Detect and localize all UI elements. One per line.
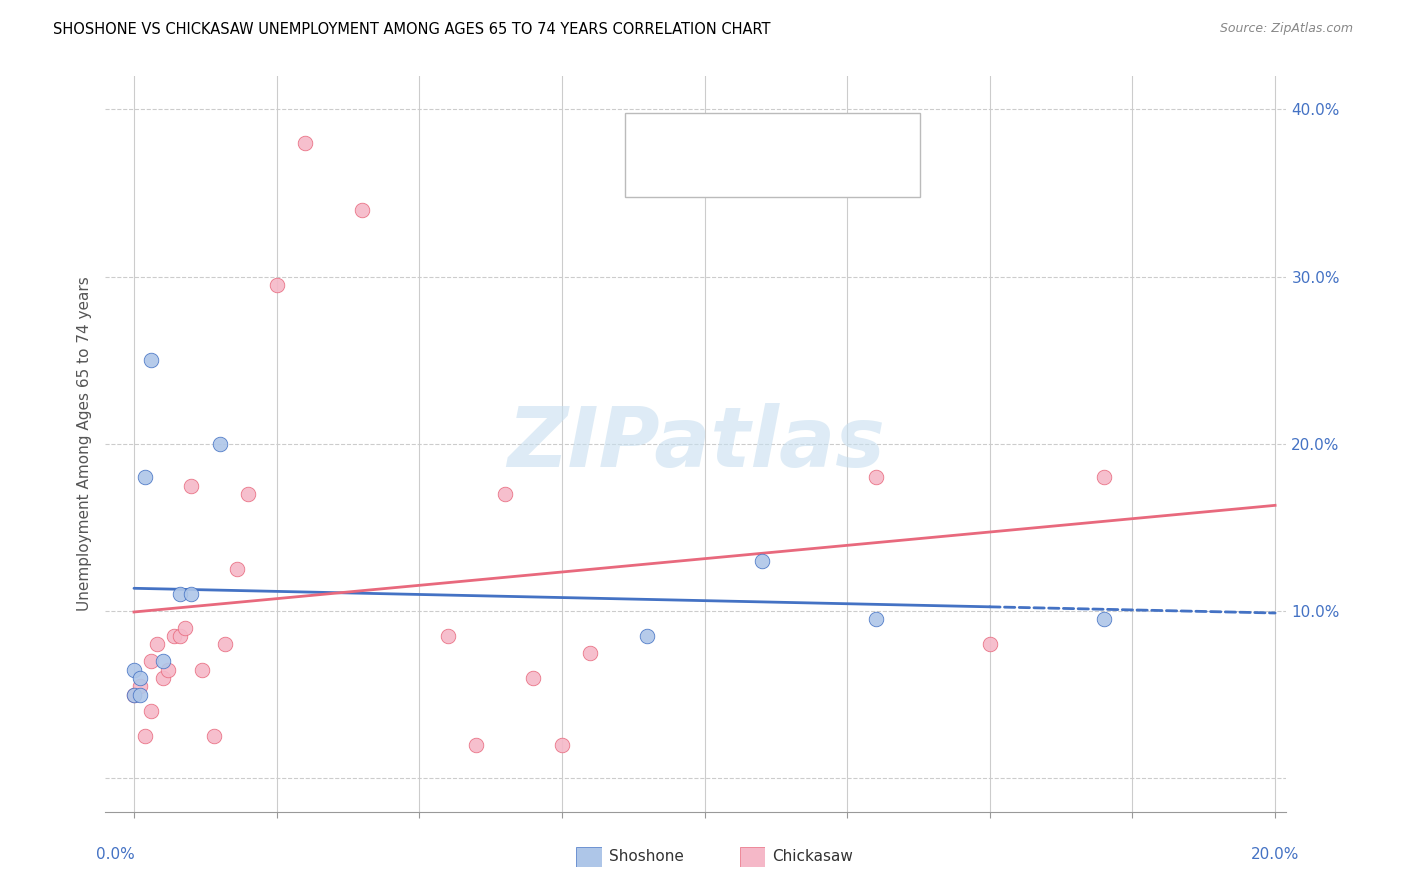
Point xyxy=(128,688,150,702)
Point xyxy=(191,663,214,677)
Text: ZIPatlas: ZIPatlas xyxy=(508,403,884,484)
Point xyxy=(139,705,162,719)
Text: Source: ZipAtlas.com: Source: ZipAtlas.com xyxy=(1219,22,1353,36)
Point xyxy=(214,637,236,651)
Point xyxy=(163,629,186,643)
Point xyxy=(146,637,169,651)
Text: 0.0%: 0.0% xyxy=(96,847,135,862)
Point xyxy=(865,470,887,484)
Point xyxy=(465,738,488,752)
Point xyxy=(180,478,202,492)
Point xyxy=(202,730,225,744)
Point xyxy=(208,436,231,450)
Text: SHOSHONE VS CHICKASAW UNEMPLOYMENT AMONG AGES 65 TO 74 YEARS CORRELATION CHART: SHOSHONE VS CHICKASAW UNEMPLOYMENT AMONG… xyxy=(53,22,770,37)
Point xyxy=(294,136,316,150)
Point xyxy=(522,671,544,685)
Point xyxy=(157,663,180,677)
Point xyxy=(1092,470,1115,484)
Point xyxy=(174,621,197,635)
Point xyxy=(1092,612,1115,626)
Point xyxy=(865,612,887,626)
Point xyxy=(122,688,145,702)
Point xyxy=(551,738,574,752)
Point xyxy=(436,629,458,643)
Point xyxy=(352,202,374,217)
Point xyxy=(139,353,162,368)
Point xyxy=(169,629,191,643)
Point xyxy=(169,587,191,601)
Point xyxy=(751,554,773,568)
Point xyxy=(494,487,516,501)
Point xyxy=(979,637,1001,651)
Point xyxy=(236,487,259,501)
Point xyxy=(637,629,659,643)
Point xyxy=(579,646,602,660)
Point xyxy=(134,470,156,484)
Text: 20.0%: 20.0% xyxy=(1251,847,1299,862)
Point xyxy=(122,663,145,677)
Point xyxy=(128,679,150,693)
Point xyxy=(139,654,162,668)
Point xyxy=(266,277,288,292)
Point xyxy=(180,587,202,601)
Point xyxy=(122,688,145,702)
Point xyxy=(134,730,156,744)
Point xyxy=(152,654,174,668)
Point xyxy=(225,562,247,576)
Text: Shoshone: Shoshone xyxy=(609,849,683,863)
Point xyxy=(152,671,174,685)
FancyBboxPatch shape xyxy=(576,847,602,867)
FancyBboxPatch shape xyxy=(740,847,765,867)
Point xyxy=(128,671,150,685)
Y-axis label: Unemployment Among Ages 65 to 74 years: Unemployment Among Ages 65 to 74 years xyxy=(76,277,91,611)
Text: Chickasaw: Chickasaw xyxy=(772,849,853,863)
